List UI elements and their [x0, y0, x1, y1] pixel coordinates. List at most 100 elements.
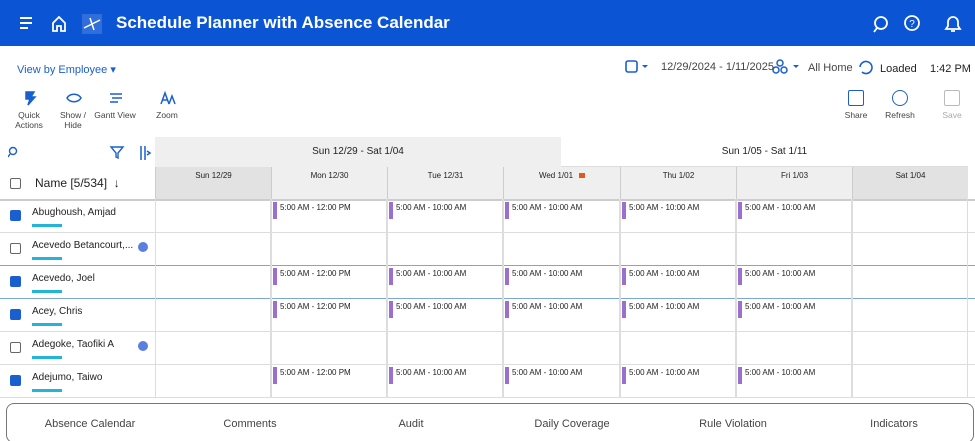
day-cell — [620, 232, 736, 265]
action-icon[interactable] — [892, 90, 908, 106]
date-range[interactable]: 12/29/2024 - 1/11/2025 — [661, 61, 774, 73]
employee-name[interactable]: Adejumo, Taiwo — [32, 372, 103, 383]
day-cell — [271, 364, 387, 397]
day-cell — [155, 331, 271, 364]
row-checkbox[interactable] — [10, 243, 21, 254]
day-cell — [387, 298, 503, 331]
tab[interactable]: Absence Calendar — [44, 418, 136, 430]
action-label[interactable]: Quick Actions — [15, 110, 43, 130]
tab[interactable]: Indicators — [870, 418, 918, 430]
day-cell — [503, 232, 620, 265]
day-label: Sun 12/29 — [195, 171, 232, 180]
day-header: Sun 12/29 — [155, 167, 271, 199]
row-line — [0, 265, 975, 266]
day-header: Mon 12/30 — [271, 167, 387, 199]
day-cell — [852, 265, 968, 298]
action-label[interactable]: Show / Hide — [60, 110, 86, 130]
row-line — [0, 298, 975, 299]
location[interactable]: All Home — [808, 62, 853, 74]
row-checkbox[interactable] — [10, 210, 21, 221]
action-icon[interactable] — [66, 90, 82, 106]
grid-tools[interactable] — [8, 145, 153, 161]
action-icon[interactable] — [848, 90, 864, 106]
day-label: Sat 1/04 — [895, 171, 926, 180]
tab[interactable]: Comments — [223, 418, 277, 430]
day-header: Tue 12/31 — [387, 167, 503, 199]
day-header: Thu 1/02 — [620, 167, 736, 199]
employee-name[interactable]: Acevedo, Joel — [32, 273, 95, 284]
day-label: Thu 1/02 — [662, 171, 695, 180]
name-underline — [32, 257, 62, 260]
shift[interactable]: 5:00 AM - 10:00 AM — [389, 268, 466, 285]
shift[interactable]: 5:00 AM - 10:00 AM — [622, 202, 699, 219]
day-cell — [620, 265, 736, 298]
employee-name[interactable]: Abughoush, Amjad — [32, 207, 116, 218]
tab[interactable]: Rule Violation — [699, 418, 767, 430]
row-checkbox[interactable] — [10, 342, 21, 353]
action-label[interactable]: Share — [844, 110, 868, 120]
row-line — [0, 331, 975, 332]
shift[interactable]: 5:00 AM - 12:00 PM — [273, 202, 351, 219]
name-header[interactable]: Name [5/534] ↓ — [35, 176, 120, 190]
row-checkbox[interactable] — [10, 309, 21, 320]
employee-name[interactable]: Adegoke, Taofiki A — [32, 339, 115, 350]
action-icon[interactable] — [22, 90, 38, 106]
row-checkbox[interactable] — [10, 375, 21, 386]
day-cell — [736, 265, 852, 298]
shift[interactable]: 5:00 AM - 10:00 AM — [389, 301, 466, 318]
row-checkbox[interactable] — [10, 276, 21, 287]
action-label[interactable]: Save — [942, 110, 962, 120]
day-cell — [271, 265, 387, 298]
shift[interactable]: 5:00 AM - 10:00 AM — [389, 367, 466, 384]
shift[interactable]: 5:00 AM - 10:00 AM — [505, 202, 582, 219]
day-cell — [387, 199, 503, 232]
shift[interactable]: 5:00 AM - 10:00 AM — [505, 268, 582, 285]
view-by-label[interactable]: View by Employee — [17, 64, 108, 76]
shift[interactable]: 5:00 AM - 10:00 AM — [738, 301, 815, 318]
name-underline — [32, 323, 62, 326]
day-header: Wed 1/01 — [503, 167, 620, 199]
shift[interactable]: 5:00 AM - 12:00 PM — [273, 301, 351, 318]
shift[interactable]: 5:00 AM - 10:00 AM — [389, 202, 466, 219]
day-cell — [503, 199, 620, 232]
shift[interactable]: 5:00 AM - 10:00 AM — [622, 268, 699, 285]
action-label[interactable]: Zoom — [156, 110, 178, 120]
shift[interactable]: 5:00 AM - 10:00 AM — [738, 268, 815, 285]
day-cell — [155, 232, 271, 265]
shift[interactable]: 5:00 AM - 12:00 PM — [273, 367, 351, 384]
name-header-label[interactable]: Name [5/534] — [35, 176, 108, 190]
header-actions[interactable]: ? — [873, 14, 963, 34]
shift[interactable]: 5:00 AM - 10:00 AM — [505, 367, 582, 384]
employee-name[interactable]: Acey, Chris — [32, 306, 83, 317]
day-cell — [620, 199, 736, 232]
header-divider — [0, 199, 975, 201]
day-cell — [852, 331, 968, 364]
info-icon[interactable] — [138, 242, 148, 252]
action-label[interactable]: Gantt View — [94, 110, 136, 120]
shift[interactable]: 5:00 AM - 12:00 PM — [273, 268, 351, 285]
name-underline — [32, 356, 62, 359]
day-cell — [387, 265, 503, 298]
name-underline — [32, 224, 62, 227]
day-cell — [503, 331, 620, 364]
day-cell — [620, 364, 736, 397]
action-icon[interactable] — [160, 90, 176, 106]
shift[interactable]: 5:00 AM - 10:00 AM — [622, 301, 699, 318]
tab[interactable]: Daily Coverage — [534, 418, 610, 430]
shift[interactable]: 5:00 AM - 10:00 AM — [622, 367, 699, 384]
employee-name[interactable]: Acevedo Betancourt,... — [32, 240, 134, 251]
tab[interactable]: Audit — [398, 418, 424, 430]
action-icon[interactable] — [944, 90, 960, 106]
action-label[interactable]: Refresh — [885, 110, 915, 120]
day-label: Mon 12/30 — [310, 171, 349, 180]
select-all[interactable] — [10, 178, 21, 189]
shift[interactable]: 5:00 AM - 10:00 AM — [738, 202, 815, 219]
info-icon[interactable] — [138, 341, 148, 351]
shift[interactable]: 5:00 AM - 10:00 AM — [738, 367, 815, 384]
bottom-tabs — [6, 403, 974, 441]
day-cell — [503, 265, 620, 298]
action-icon[interactable] — [108, 90, 124, 106]
view-by[interactable]: View by Employee ▾ — [17, 64, 116, 76]
day-cell — [155, 199, 271, 232]
shift[interactable]: 5:00 AM - 10:00 AM — [505, 301, 582, 318]
